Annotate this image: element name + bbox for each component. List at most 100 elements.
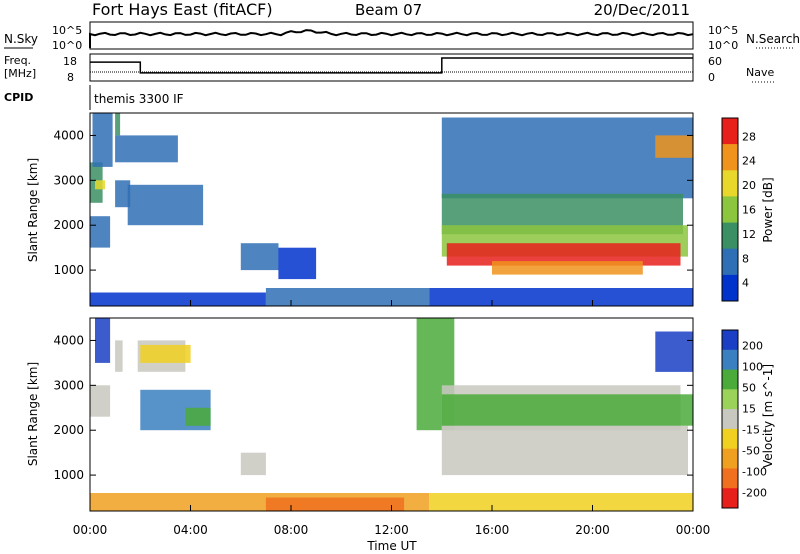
nsearch-tick-top: 10^5 (708, 24, 738, 37)
colorbar-tick-label: 12 (742, 228, 756, 241)
nsearch-tick-bottom: 10^0 (708, 39, 738, 52)
time-tick-label: 12:00 (374, 523, 409, 537)
time-axis-label: Time UT (366, 539, 417, 553)
colorbar-tick-label: 50 (742, 382, 756, 395)
heatmap-cell (90, 292, 266, 306)
colorbar-tick-label: 8 (742, 252, 749, 265)
colorbar-tick-label: 24 (742, 155, 756, 168)
time-tick-label: 08:00 (274, 523, 309, 537)
nave-tick-top: 60 (708, 55, 722, 68)
heatmap-cell (265, 497, 405, 511)
date-title: 20/Dec/2011 (594, 1, 690, 19)
power-ylabel: Slant Range [km] (26, 158, 40, 262)
heatmap-cell (115, 180, 131, 208)
nsky-tick-bottom: 10^0 (52, 39, 82, 52)
colorbar-tick-label: 20 (742, 179, 756, 192)
power-heatmap (90, 113, 694, 306)
velocity-ylabel: Slant Range [km] (26, 362, 40, 466)
time-tick-label: 00:00 (676, 523, 711, 537)
heatmap-cell (240, 243, 279, 271)
freq-panel-frame (89, 53, 694, 82)
cpid-value: themis 3300 IF (94, 92, 184, 106)
colorbar-tick-label: -100 (742, 465, 767, 478)
y-tick-label: 3000 (53, 173, 84, 187)
y-tick-label: 1000 (53, 468, 84, 482)
colorbar-frame (721, 329, 739, 509)
heatmap-cell (95, 318, 111, 363)
y-tick-label: 2000 (53, 218, 84, 232)
nsearch-label: N.Search (746, 32, 800, 46)
heatmap-cell (140, 344, 191, 363)
heatmap-cell (492, 261, 643, 275)
y-tick-label: 1000 (53, 263, 84, 277)
freq-tick-top: 18 (63, 55, 77, 68)
colorbar-segment (722, 428, 738, 450)
nsky-tick-top: 10^5 (52, 24, 82, 37)
nsky-trace (89, 29, 694, 48)
colorbar-tick-label: -200 (742, 486, 767, 499)
time-tick-label: 20:00 (575, 523, 610, 537)
colorbar-tick-label: 4 (742, 277, 749, 290)
heatmap-cell (90, 216, 111, 248)
colorbar-segment (722, 369, 738, 390)
colorbar-segment (722, 222, 738, 250)
colorbar-segment (722, 170, 738, 197)
colorbar-segment (722, 389, 738, 410)
beam-title: Beam 07 (355, 1, 422, 19)
colorbar-segment (722, 409, 738, 430)
station-title: Fort Hays East (fitACF) (92, 0, 273, 19)
colorbar-tick-label: -50 (742, 444, 760, 457)
velocity-heatmap (90, 318, 694, 511)
colorbar-segment (722, 274, 738, 302)
colorbar-tick-label: -15 (742, 424, 760, 437)
nave-label: Nave (746, 66, 774, 79)
heatmap-cell (441, 425, 688, 476)
power-yaxis: 4000 3000 2000 1000 (53, 128, 693, 277)
heatmap-cell (115, 113, 121, 136)
colorbar-tick-label: 200 (742, 340, 763, 353)
power-colorbar: 28 24 20 16 12 8 4 (721, 117, 756, 302)
colorbar-frame (721, 117, 739, 302)
heatmap-cell (92, 113, 113, 167)
colorbar-segment (722, 144, 738, 171)
power-colorbar-label: Power [dB] (761, 177, 775, 242)
colorbar-segment (722, 248, 738, 276)
colorbar-segment (722, 468, 738, 489)
colorbar-segment (722, 488, 738, 509)
colorbar-tick-label: 16 (742, 204, 756, 217)
heatmap-cell (90, 385, 111, 417)
heatmap-cell (115, 340, 123, 372)
colorbar-segment (722, 330, 738, 351)
y-tick-label: 4000 (53, 333, 84, 347)
y-tick-label: 2000 (53, 423, 84, 437)
heatmap-cell (655, 135, 693, 158)
colorbar-tick-label: 28 (742, 130, 756, 143)
freq-label-2: [MHz] (4, 67, 36, 80)
freq-trace (90, 57, 693, 74)
freq-label-1: Freq. (4, 54, 31, 67)
time-tick-label: 00:00 (73, 523, 108, 537)
heatmap-cell (429, 288, 693, 306)
velocity-colorbar-label: Velocity [m s^-1] (761, 364, 775, 468)
colorbar-segment (722, 448, 738, 469)
heatmap-cell (441, 394, 694, 426)
freq-tick-bottom: 8 (67, 71, 74, 84)
heatmap-cell (115, 135, 178, 163)
nsky-label: N.Sky (4, 32, 38, 46)
colorbar-segment (722, 349, 738, 371)
time-tick-label: 16:00 (475, 523, 510, 537)
heatmap-cell (429, 493, 693, 511)
colorbar-tick-label: 15 (742, 403, 756, 416)
cpid-label: CPID (4, 91, 33, 104)
time-tick-label: 04:00 (173, 523, 208, 537)
heatmap-cell (446, 243, 681, 266)
heatmap-cell (127, 184, 204, 226)
velocity-colorbar: 200 100 50 15 -15 -50 -100 -200 (721, 329, 767, 509)
colorbar-segment (722, 196, 738, 223)
heatmap-cell (95, 180, 105, 190)
heatmap-cell (265, 288, 430, 306)
colorbar-segment (722, 118, 738, 145)
velocity-yaxis: 4000 3000 2000 1000 (53, 333, 693, 482)
y-tick-label: 4000 (53, 128, 84, 142)
